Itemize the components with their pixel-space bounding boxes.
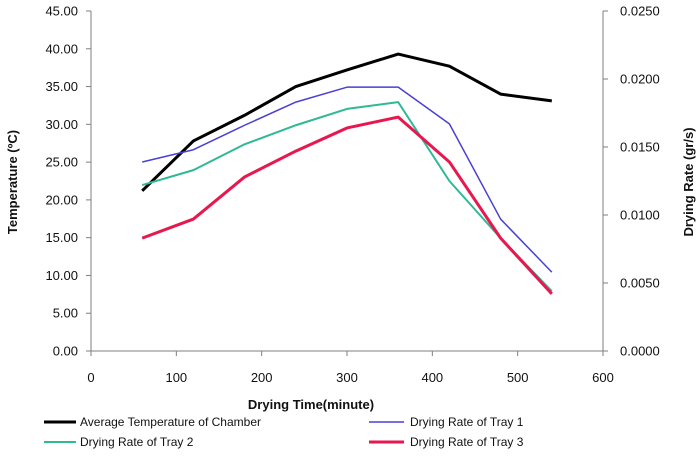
left-y-tick-label: 15.00 — [45, 230, 78, 245]
x-tick-label: 500 — [507, 370, 529, 385]
left-y-tick-label: 20.00 — [45, 192, 78, 207]
right-y-tick-label: 0.0150 — [620, 140, 660, 155]
legend-label-4: Drying Rate of Tray 3 — [410, 435, 524, 449]
series-line-1 — [141, 52, 552, 192]
left-y-tick-label: 10.00 — [45, 268, 78, 283]
left-y-axis-title: Temperature (ºC) — [5, 130, 20, 234]
right-y-tick-label: 0.0100 — [620, 208, 660, 223]
left-y-tick-label: 25.00 — [45, 155, 78, 170]
x-axis-ticks: 0 100 200 300 400 500 600 — [87, 351, 614, 385]
series-line-2 — [142, 86, 553, 273]
right-y-tick-label: 0.0000 — [620, 344, 660, 359]
right-y-tick-label: 0.0200 — [620, 72, 660, 87]
legend-label-2: Drying Rate of Tray 1 — [410, 415, 524, 429]
x-tick-label: 300 — [336, 370, 358, 385]
right-y-tick-label: 0.0050 — [620, 276, 660, 291]
series-lines — [141, 52, 553, 295]
legend-label-3: Drying Rate of Tray 2 — [80, 435, 194, 449]
x-tick-label: 200 — [251, 370, 273, 385]
x-axis-title: Drying Time(minute) — [248, 397, 374, 412]
left-y-axis-ticks: 0.00 5.00 10.00 15.00 20.00 25.00 30.00 35.00 40… — [45, 4, 91, 359]
left-y-tick-label: 5.00 — [53, 306, 78, 321]
legend: Average Temperature of Chamber Drying Rat… — [44, 415, 524, 449]
right-y-tick-label: 0.0250 — [620, 4, 660, 19]
x-tick-label: 600 — [592, 370, 614, 385]
left-y-tick-label: 40.00 — [45, 41, 78, 56]
left-y-tick-label: 35.00 — [45, 79, 78, 94]
right-y-axis-ticks: 0.0000 0.0050 0.0100 0.0150 0.0200 0.0250 — [603, 4, 660, 359]
x-tick-label: 400 — [421, 370, 443, 385]
axes — [90, 11, 604, 352]
right-y-axis-title: Drying Rate (gr/s) — [681, 127, 696, 236]
series-line-4 — [141, 115, 553, 295]
x-tick-label: 0 — [87, 370, 94, 385]
left-y-tick-label: 30.00 — [45, 117, 78, 132]
x-tick-label: 100 — [165, 370, 187, 385]
legend-label-1: Average Temperature of Chamber — [80, 415, 261, 429]
series-line-3 — [141, 101, 553, 292]
left-y-tick-label: 0.00 — [53, 344, 78, 359]
left-y-tick-label: 45.00 — [45, 4, 78, 19]
